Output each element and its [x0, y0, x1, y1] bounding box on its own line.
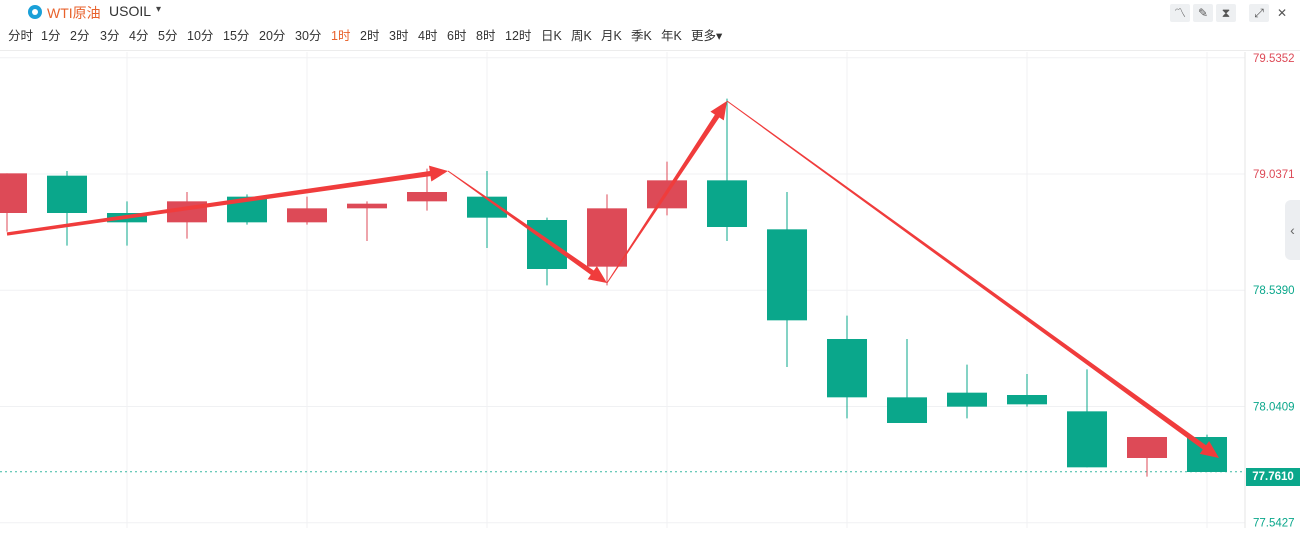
period-tab[interactable]: 4分 — [129, 29, 149, 43]
chevron-down-icon[interactable]: ▾ — [156, 4, 162, 15]
y-tick-label: 79.0371 — [1253, 169, 1295, 181]
trend-arrow — [726, 100, 1219, 458]
candle-down — [1067, 411, 1107, 468]
period-tab[interactable]: 2时 — [360, 29, 380, 43]
instrument-name[interactable]: WTI原油 — [47, 5, 101, 21]
pencil-icon[interactable]: ✎ — [1193, 4, 1213, 22]
y-tick-label: 78.0409 — [1253, 401, 1295, 413]
period-tab[interactable]: 日K — [541, 29, 562, 43]
period-tab[interactable]: 15分 — [223, 29, 250, 43]
candle-up — [0, 173, 27, 213]
chevron-left-icon[interactable]: ‹ — [1285, 200, 1300, 260]
period-tab[interactable]: 3时 — [389, 29, 409, 43]
period-tab[interactable]: 30分 — [295, 29, 322, 43]
divider — [0, 50, 1300, 51]
period-tab[interactable]: 3分 — [100, 29, 120, 43]
period-tab[interactable]: 季K — [631, 29, 652, 43]
candle-down — [1007, 395, 1047, 405]
period-tab[interactable]: 2分 — [70, 29, 90, 43]
trend-arrow — [447, 170, 607, 283]
period-tab[interactable]: 分时 — [8, 29, 34, 43]
last-price-tag: 77.7610 — [1246, 468, 1300, 486]
candle-up — [587, 208, 627, 267]
chart-header: WTI原油 USOIL ▾ 〽 ✎ ⧗ ⤢ ✕ — [0, 0, 1300, 24]
period-tab[interactable]: 8时 — [476, 29, 496, 43]
period-tab[interactable]: 1分 — [41, 29, 61, 43]
candle-down — [827, 339, 867, 398]
candle-down — [767, 229, 807, 321]
line-chart-icon[interactable]: 〽 — [1170, 4, 1190, 22]
candles-icon[interactable]: ⧗ — [1216, 4, 1236, 22]
period-tab[interactable]: 10分 — [187, 29, 214, 43]
period-tab[interactable]: 周K — [571, 29, 592, 43]
y-tick-label: 78.5390 — [1253, 285, 1295, 297]
candle-down — [527, 220, 567, 269]
period-tab[interactable]: 4时 — [418, 29, 438, 43]
candle-up — [287, 208, 327, 223]
instrument-symbol[interactable]: USOIL — [109, 3, 152, 19]
period-tab[interactable]: 1时 — [331, 29, 351, 43]
period-tab[interactable]: 20分 — [259, 29, 286, 43]
y-tick-label: 77.5427 — [1253, 518, 1295, 530]
candle-up — [1127, 437, 1167, 458]
period-tab[interactable]: 5分 — [158, 29, 178, 43]
y-tick-label: 79.5352 — [1253, 53, 1295, 65]
period-tabs: 分时 1分 2分 3分 4分 5分 10分 15分 20分 30分 1时 2时 3时 4时 6时 8时 12时日… — [0, 25, 760, 45]
candle-down — [887, 397, 927, 423]
period-tab[interactable]: 12时 — [505, 29, 532, 43]
candle-up — [407, 192, 447, 202]
period-tab[interactable]: 月K — [601, 29, 622, 43]
candle-up — [347, 203, 387, 209]
candle-down — [707, 180, 747, 227]
period-tab[interactable]: 年K — [661, 29, 682, 43]
candle-down — [47, 175, 87, 213]
period-tab[interactable]: 6时 — [447, 29, 467, 43]
close-icon[interactable]: ✕ — [1276, 6, 1288, 20]
period-tab[interactable]: 更多▾ — [691, 29, 723, 43]
candle-down — [467, 196, 507, 218]
candle-down — [947, 392, 987, 407]
trend-arrow — [6, 165, 449, 236]
circle-logo-icon — [28, 5, 42, 19]
trend-arrow — [606, 101, 727, 284]
fullscreen-icon[interactable]: ⤢ — [1249, 4, 1269, 22]
